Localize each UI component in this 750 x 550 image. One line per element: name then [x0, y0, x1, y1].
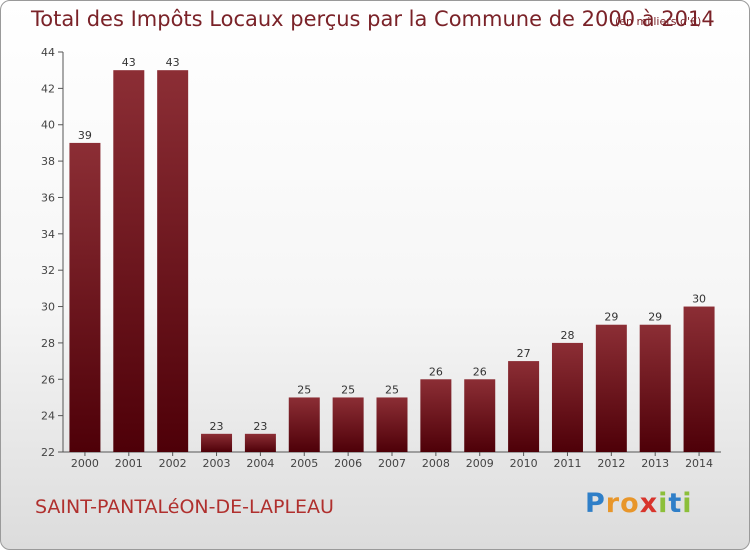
- logo-letter: P: [585, 488, 606, 519]
- bar-2007: [376, 397, 408, 452]
- x-tick-label: 2001: [115, 457, 143, 470]
- bar-2005: [288, 397, 320, 452]
- logo-letter: t: [668, 488, 683, 519]
- x-tick-label: 2012: [597, 457, 625, 470]
- y-tick-label: 24: [41, 410, 55, 423]
- chart-labels: 2000 39 2001 43 2002 43 2003 23 2004 23 2005 25 2006…: [71, 56, 713, 470]
- y-tick-label: 44: [41, 46, 55, 59]
- data-label-2014: 30: [692, 293, 706, 306]
- y-tick-label: 30: [41, 301, 55, 314]
- y-tick-label: 32: [41, 264, 55, 277]
- x-tick-label: 2005: [290, 457, 318, 470]
- data-label-2007: 25: [385, 383, 399, 396]
- data-label-2010: 27: [517, 347, 531, 360]
- bar-2009: [464, 379, 496, 452]
- bar-2011: [551, 342, 583, 452]
- chart-axes: 22 24 26 28 30 32 34 36 38 40 42 44: [41, 46, 721, 459]
- commune-name: SAINT-PANTALéON-DE-LAPLEAU: [35, 496, 334, 518]
- x-tick-label: 2008: [422, 457, 450, 470]
- chart-subtitle: (en milliers d'€): [615, 15, 702, 28]
- y-tick-label: 42: [41, 82, 55, 95]
- bar-2013: [639, 324, 671, 452]
- y-tick-label: 38: [41, 155, 55, 168]
- bar-2003: [201, 433, 233, 452]
- data-label-2005: 25: [297, 383, 311, 396]
- data-label-2008: 26: [429, 365, 443, 378]
- bar-2014: [683, 306, 715, 452]
- bar-2010: [508, 361, 540, 452]
- x-tick-label: 2010: [510, 457, 538, 470]
- data-label-2011: 28: [560, 329, 574, 342]
- bar-2006: [332, 397, 364, 452]
- x-tick-label: 2009: [466, 457, 494, 470]
- data-label-2003: 23: [210, 420, 224, 433]
- proxiti-logo[interactable]: Proxiti: [585, 488, 693, 519]
- logo-letter: i: [682, 488, 693, 519]
- bar-2002: [157, 70, 189, 452]
- bar-2008: [420, 379, 452, 452]
- y-tick-label: 40: [41, 119, 55, 132]
- logo-letter: o: [620, 488, 640, 519]
- x-tick-label: 2007: [378, 457, 406, 470]
- data-label-2012: 29: [604, 311, 618, 324]
- y-tick-label: 36: [41, 191, 55, 204]
- data-label-2000: 39: [78, 129, 92, 142]
- data-label-2002: 43: [166, 56, 180, 69]
- y-tick-label: 26: [41, 373, 55, 386]
- chart-bars: [69, 70, 715, 452]
- x-tick-label: 2006: [334, 457, 362, 470]
- logo-letter: i: [658, 488, 669, 519]
- x-tick-label: 2003: [203, 457, 231, 470]
- bar-2004: [244, 433, 276, 452]
- y-tick-label: 34: [41, 228, 55, 241]
- data-label-2004: 23: [253, 420, 267, 433]
- x-tick-label: 2000: [71, 457, 99, 470]
- x-tick-label: 2002: [159, 457, 187, 470]
- data-label-2009: 26: [473, 365, 487, 378]
- y-tick-label: 28: [41, 337, 55, 350]
- x-tick-label: 2011: [553, 457, 581, 470]
- logo-letter: r: [605, 488, 621, 519]
- logo-letter: x: [639, 488, 659, 519]
- bar-2000: [69, 142, 101, 452]
- x-tick-label: 2013: [641, 457, 669, 470]
- data-label-2006: 25: [341, 383, 355, 396]
- data-label-2013: 29: [648, 311, 662, 324]
- bar-2001: [113, 70, 145, 452]
- x-tick-label: 2014: [685, 457, 713, 470]
- bar-2012: [595, 324, 627, 452]
- data-label-2001: 43: [122, 56, 136, 69]
- chart-title: Total des Impôts Locaux perçus par la Co…: [31, 7, 715, 31]
- y-tick-label: 22: [41, 446, 55, 459]
- x-tick-label: 2004: [246, 457, 274, 470]
